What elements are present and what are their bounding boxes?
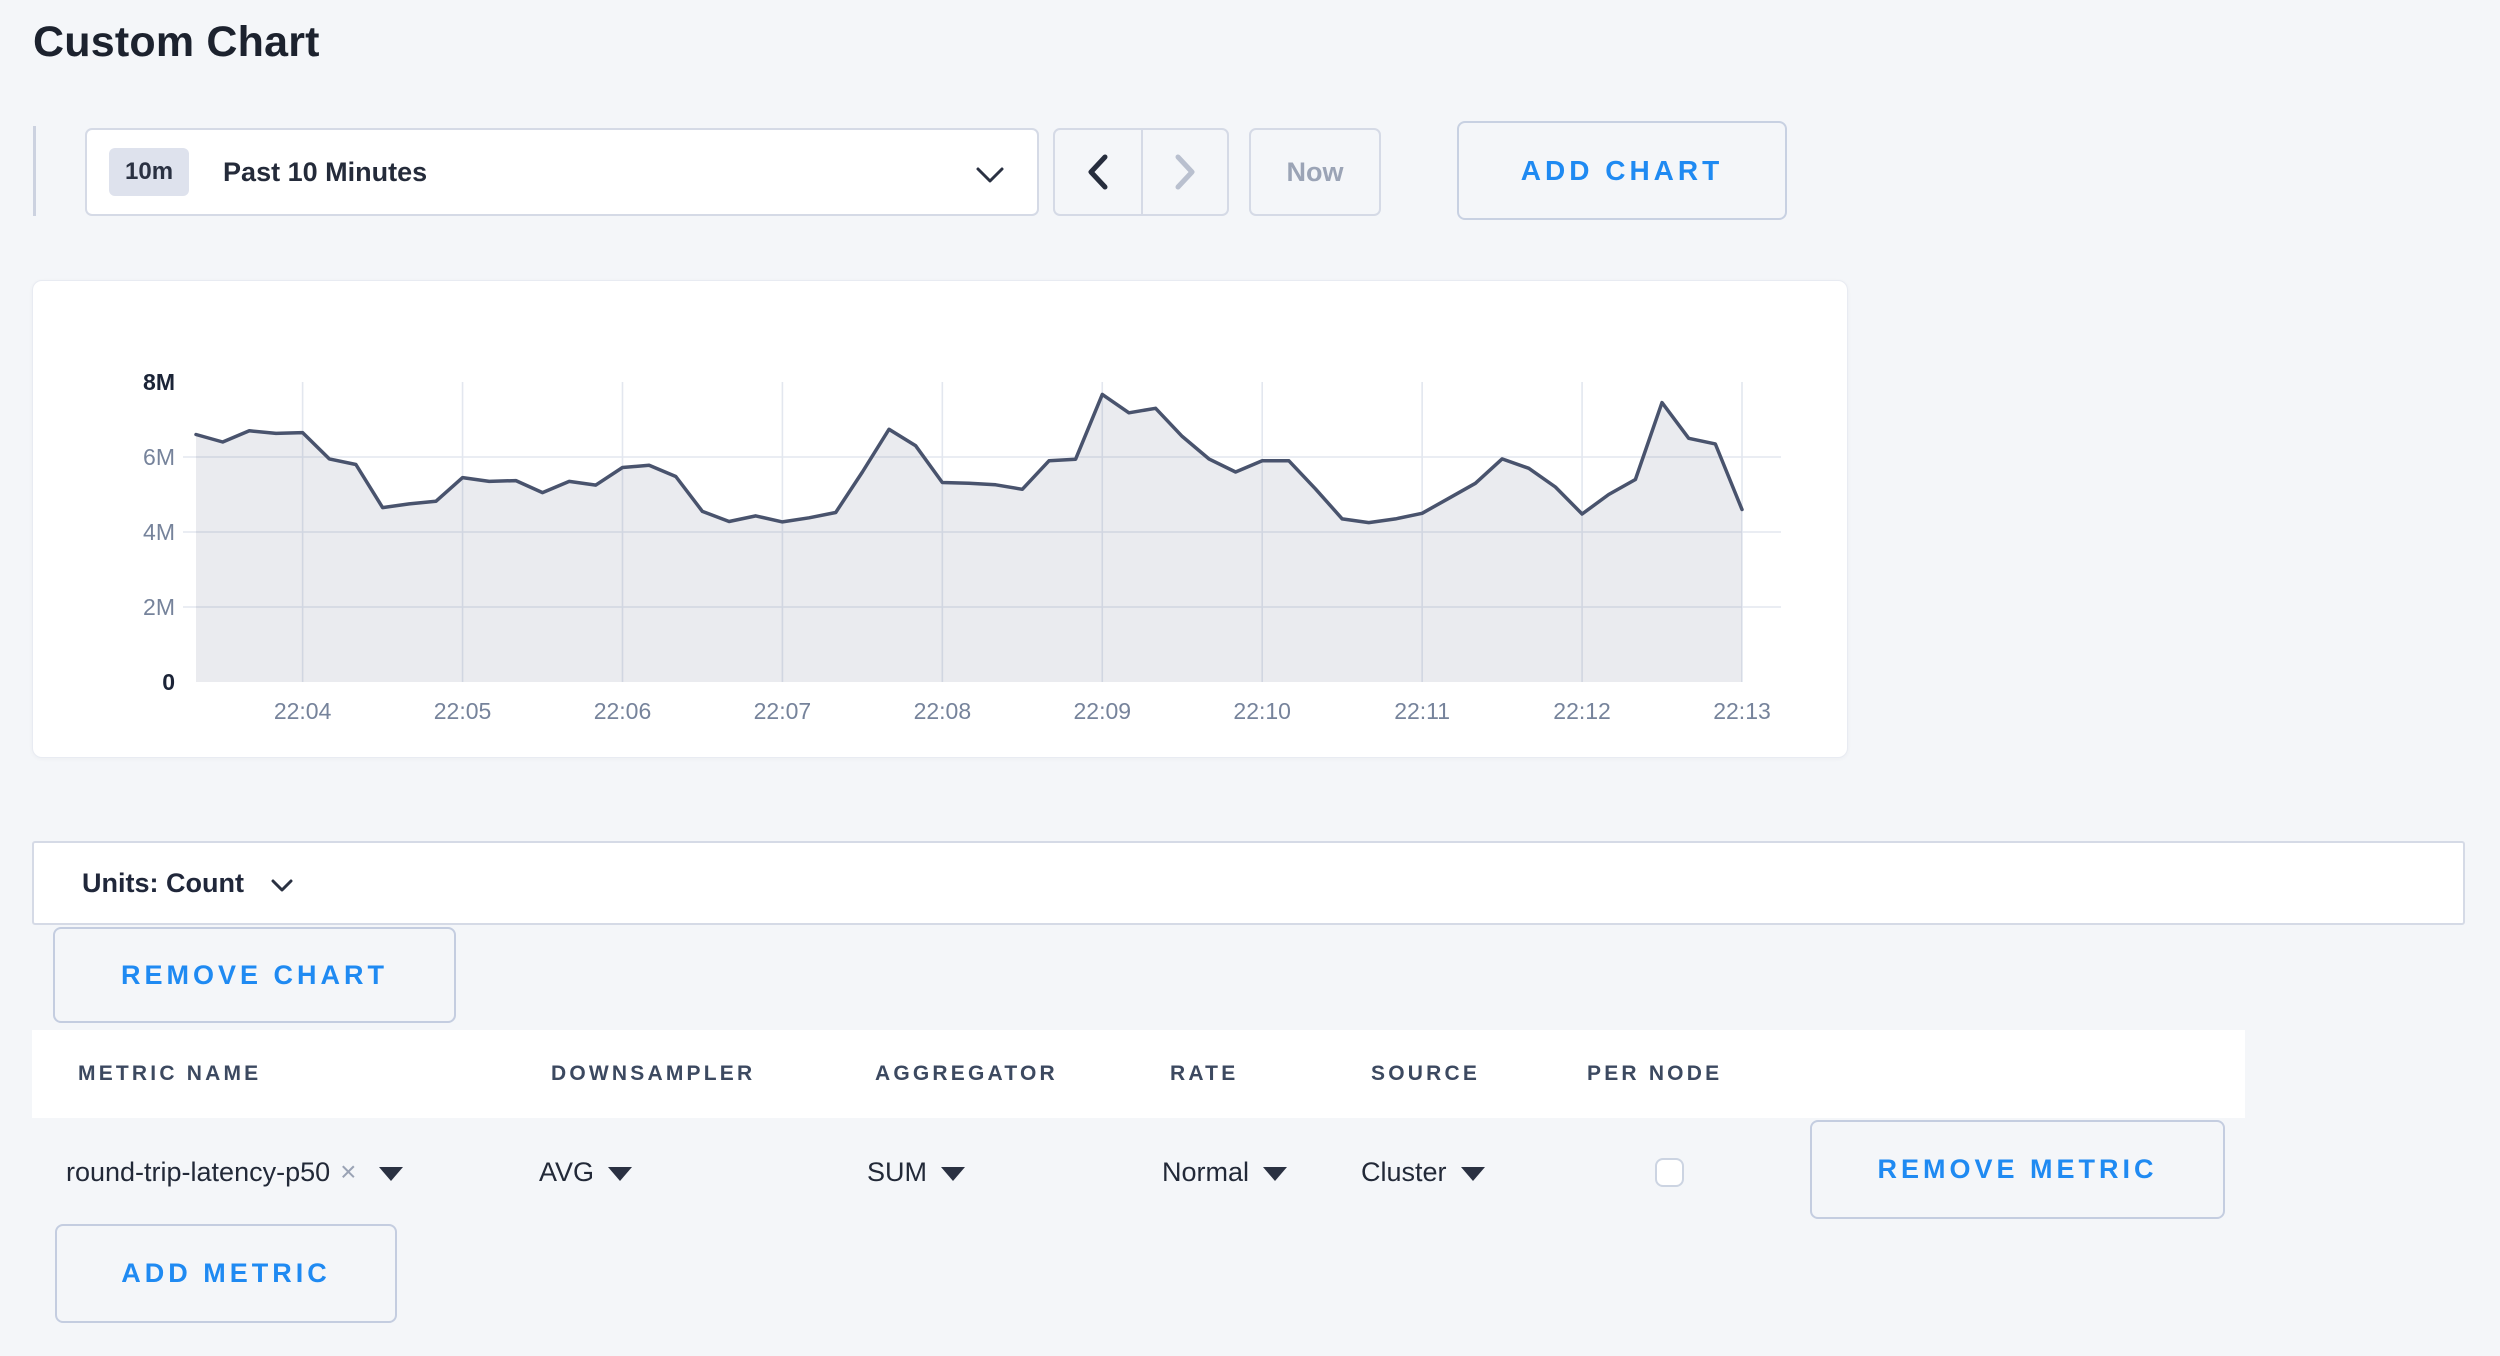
controls-left-divider	[33, 126, 36, 216]
svg-text:22:12: 22:12	[1553, 698, 1611, 724]
time-range-badge: 10m	[109, 148, 190, 196]
column-header-source: SOURCE	[1371, 1062, 1481, 1085]
svg-text:0: 0	[162, 669, 175, 695]
units-dropdown[interactable]: Units: Count	[32, 841, 2465, 925]
svg-text:4M: 4M	[143, 519, 175, 545]
column-header-per-node: PER NODE	[1587, 1062, 1723, 1085]
svg-text:22:10: 22:10	[1233, 698, 1291, 724]
svg-text:22:06: 22:06	[594, 698, 652, 724]
svg-text:6M: 6M	[143, 444, 175, 470]
prev-timespan-button[interactable]	[1055, 130, 1141, 214]
units-label: Units: Count	[82, 867, 244, 898]
svg-text:22:11: 22:11	[1394, 698, 1450, 724]
svg-text:22:04: 22:04	[274, 698, 332, 724]
clear-metric-icon[interactable]: ×	[340, 1156, 357, 1187]
chevron-down-icon	[271, 879, 293, 891]
column-header-aggregator: AGGREGATOR	[875, 1062, 1058, 1085]
chevron-left-icon	[1088, 154, 1108, 190]
add-chart-button[interactable]: ADD CHART	[1457, 121, 1787, 220]
svg-text:22:09: 22:09	[1073, 698, 1131, 724]
time-range-label: Past 10 Minutes	[223, 156, 428, 187]
caret-down-icon	[1263, 1167, 1288, 1181]
metric-name-value: round-trip-latency-p50	[66, 1156, 331, 1187]
svg-text:22:05: 22:05	[434, 698, 492, 724]
metric-name-select[interactable]: round-trip-latency-p50 ×	[66, 1146, 403, 1198]
per-node-checkbox[interactable]	[1655, 1158, 1684, 1187]
aggregator-select[interactable]: SUM	[867, 1146, 965, 1198]
caret-down-icon	[1460, 1167, 1485, 1181]
chevron-down-icon	[976, 167, 1004, 183]
add-metric-button[interactable]: ADD METRIC	[55, 1224, 397, 1323]
chart-svg: 0 2M 4M 6M 8M 22:04 22:05 22:06 22:07 22:08 22:09 2…	[143, 369, 1781, 724]
time-range-dropdown[interactable]: 10m Past 10 Minutes	[85, 128, 1039, 216]
caret-down-icon	[608, 1167, 633, 1181]
svg-text:22:07: 22:07	[754, 698, 812, 724]
remove-chart-button[interactable]: REMOVE CHART	[53, 927, 456, 1023]
column-header-downsampler: DOWNSAMPLER	[551, 1062, 756, 1085]
svg-text:22:08: 22:08	[914, 698, 972, 724]
next-timespan-button[interactable]	[1141, 130, 1227, 214]
remove-metric-button[interactable]: REMOVE METRIC	[1810, 1120, 2225, 1219]
rate-select[interactable]: Normal	[1162, 1146, 1288, 1198]
source-value: Cluster	[1361, 1156, 1447, 1187]
column-header-rate: RATE	[1170, 1062, 1239, 1085]
caret-down-icon	[378, 1167, 403, 1181]
caret-down-icon	[941, 1167, 965, 1181]
downsampler-select[interactable]: AVG	[539, 1146, 633, 1198]
aggregator-value: SUM	[867, 1156, 927, 1187]
rate-value: Normal	[1162, 1156, 1250, 1187]
svg-text:22:13: 22:13	[1713, 698, 1771, 724]
chevron-right-icon	[1175, 154, 1195, 190]
chart-card: 0 2M 4M 6M 8M 22:04 22:05 22:06 22:07 22:08 22:09 2…	[32, 280, 1848, 758]
time-nav-group	[1053, 128, 1229, 216]
source-select[interactable]: Cluster	[1361, 1146, 1485, 1198]
svg-text:8M: 8M	[143, 369, 175, 395]
now-button[interactable]: Now	[1249, 128, 1381, 216]
svg-text:2M: 2M	[143, 594, 175, 620]
column-header-metric-name: METRIC NAME	[78, 1062, 262, 1085]
metrics-table-header: METRIC NAME DOWNSAMPLER AGGREGATOR RATE …	[32, 1030, 2245, 1118]
page-title: Custom Chart	[33, 18, 320, 66]
downsampler-value: AVG	[539, 1156, 595, 1187]
